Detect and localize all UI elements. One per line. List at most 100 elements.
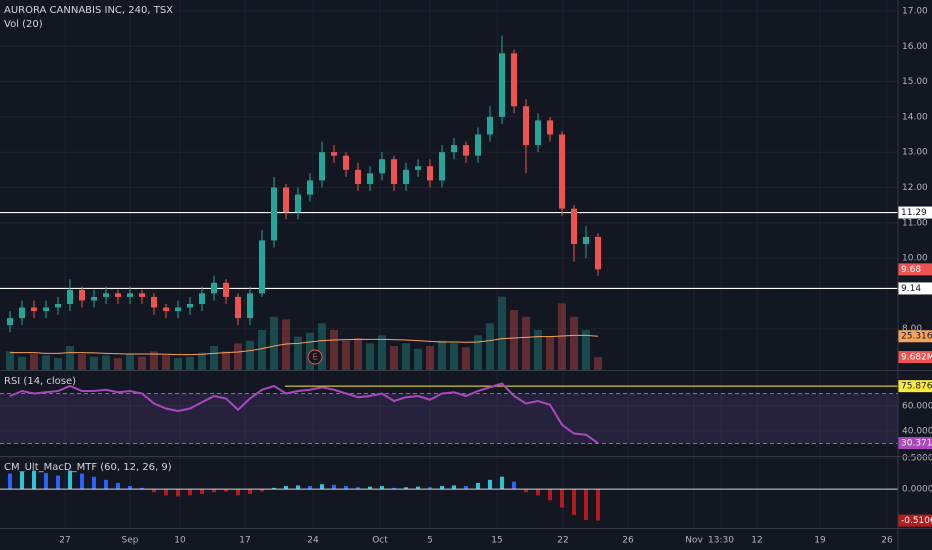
volume-bar — [522, 316, 530, 370]
macd-title: CM_Ult_MacD_MTF (60, 12, 26, 9) — [4, 462, 172, 473]
volume-bar — [30, 354, 38, 370]
x-tick-label: 5 — [427, 536, 433, 546]
volume-bar — [510, 310, 518, 370]
volume-bar — [42, 355, 50, 370]
candle-body — [199, 293, 205, 304]
candle-body — [391, 159, 397, 184]
macd-bar — [584, 489, 588, 520]
macd-bar — [248, 489, 252, 495]
candle-body — [463, 145, 469, 156]
level-label: 9.14 — [901, 284, 921, 294]
x-tick-label: Sep — [122, 536, 139, 546]
macd-last-label-bg — [898, 514, 932, 527]
earnings-marker — [307, 349, 323, 365]
x-tick-label: 26 — [622, 536, 634, 546]
rsi-last-label: 30.3715 — [901, 439, 932, 449]
macd-bar — [116, 482, 120, 490]
volume-bar — [246, 340, 254, 370]
volume-bar — [534, 330, 542, 370]
macd-bar — [176, 489, 180, 497]
candle-body — [331, 152, 337, 156]
candle-body — [223, 282, 229, 297]
macd-bar — [236, 489, 240, 496]
volume-bar — [582, 330, 590, 370]
volume-label: 9.682M — [901, 353, 932, 363]
y-tick-label: 0.0000 — [902, 485, 932, 495]
macd-bar — [596, 489, 600, 521]
volume-bar — [270, 316, 278, 370]
macd-bar — [44, 473, 48, 490]
rsi-level-label-bg — [898, 380, 932, 393]
y-tick-label: 10.00 — [902, 254, 928, 264]
candle-body — [163, 307, 169, 312]
volume-ma-label: 25.316M — [901, 332, 932, 342]
volume-bar — [6, 351, 14, 370]
volume-bar — [66, 346, 74, 370]
macd-bar — [548, 489, 552, 501]
volume-bar — [90, 356, 98, 370]
y-tick-label: 13.00 — [902, 148, 928, 158]
candle-body — [307, 180, 313, 195]
candle-body — [415, 166, 421, 170]
volume-bar — [18, 356, 26, 370]
macd-bar — [428, 487, 432, 490]
level-label: 11.29 — [901, 208, 927, 218]
candle-body — [79, 289, 85, 301]
candle-body — [103, 293, 109, 297]
candle-body — [547, 120, 553, 135]
macd-bar — [536, 489, 540, 496]
candle-body — [295, 194, 301, 213]
candle-body — [151, 296, 157, 308]
volume-ma-label-bg — [898, 330, 932, 343]
volume-bar — [570, 316, 578, 370]
x-tick-label: 17 — [239, 536, 250, 546]
macd-bar — [488, 479, 492, 490]
volume-bar — [186, 356, 194, 370]
macd-bar — [92, 476, 96, 490]
volume-bar — [462, 347, 470, 370]
volume-bar — [342, 340, 350, 370]
candle-body — [535, 120, 541, 146]
candle-body — [343, 155, 349, 170]
candle-body — [511, 53, 517, 107]
macd-bar — [572, 489, 576, 516]
candle-body — [475, 134, 481, 156]
y-tick-label: 60.0000 — [902, 402, 932, 412]
y-tick-label: 40.0000 — [902, 427, 932, 437]
volume-bar — [450, 343, 458, 370]
macd-bar — [8, 473, 12, 490]
candle-body — [31, 307, 37, 312]
volume-bar — [330, 330, 338, 370]
candle-body — [175, 307, 181, 312]
macd-bar — [164, 489, 168, 496]
candle-body — [19, 307, 25, 319]
macd-bar — [464, 486, 468, 490]
y-tick-label: 0.5000 — [902, 454, 932, 464]
volume-bar — [558, 303, 566, 370]
last-price-label: 9.68 — [901, 265, 921, 275]
candle-body — [43, 307, 49, 312]
level-label-bg — [898, 206, 932, 219]
candle-body — [379, 159, 385, 174]
candle-body — [427, 166, 433, 181]
volume-bar — [102, 355, 110, 370]
macd-last-label: -0.5106 — [901, 516, 932, 526]
volume-bar — [294, 336, 302, 370]
x-tick-label: 10 — [174, 536, 186, 546]
volume-bar — [114, 358, 122, 370]
macd-bar — [380, 486, 384, 490]
candle-body — [583, 236, 589, 244]
rsi-title: RSI (14, close) — [4, 376, 76, 387]
macd-bar — [320, 484, 324, 490]
x-tick-label: 22 — [557, 536, 568, 546]
candle-body — [235, 296, 241, 319]
macd-bar — [308, 486, 312, 490]
macd-bar — [416, 486, 420, 490]
candle-body — [523, 106, 529, 146]
volume-bar — [306, 332, 314, 370]
volume-bar — [390, 346, 398, 370]
macd-bar — [32, 470, 36, 490]
macd-bar — [452, 485, 456, 490]
macd-bar — [356, 487, 360, 490]
